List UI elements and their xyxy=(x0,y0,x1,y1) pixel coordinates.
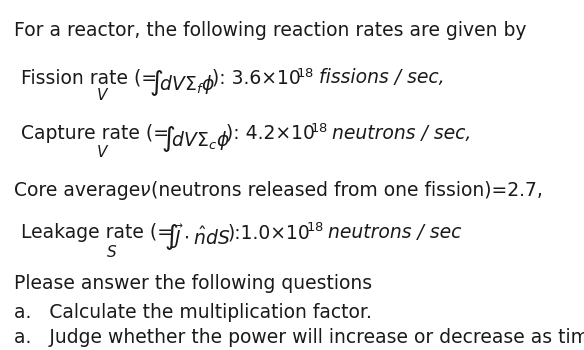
Text: fissions / sec,: fissions / sec, xyxy=(319,68,444,88)
Text: Leakage rate (=: Leakage rate (= xyxy=(20,223,173,242)
Text: $^{18}$: $^{18}$ xyxy=(296,68,314,88)
Text: neutrons / sec: neutrons / sec xyxy=(328,223,461,242)
Text: a.   Calculate the multiplication factor.: a. Calculate the multiplication factor. xyxy=(14,303,372,322)
Text: (neutrons released from one fission)=2.7,: (neutrons released from one fission)=2.7… xyxy=(151,181,543,199)
Text: $\int\!dV\Sigma_f\phi$: $\int\!dV\Sigma_f\phi$ xyxy=(150,68,216,98)
Text: $V$: $V$ xyxy=(96,144,109,160)
Text: Fission rate (=: Fission rate (= xyxy=(20,68,157,88)
Text: $S$: $S$ xyxy=(106,244,117,260)
Text: $^{18}$: $^{18}$ xyxy=(305,223,324,242)
Text: ): 4.2×10: ): 4.2×10 xyxy=(226,124,315,143)
Text: Please answer the following questions: Please answer the following questions xyxy=(14,274,373,293)
Text: neutrons / sec,: neutrons / sec, xyxy=(332,124,472,143)
Text: $\nu$: $\nu$ xyxy=(139,181,151,199)
Text: $\int\!\vec{J}\cdot\hat{n}dS$: $\int\!\vec{J}\cdot\hat{n}dS$ xyxy=(164,223,231,253)
Text: a.   Judge whether the power will increase or decrease as time.: a. Judge whether the power will increase… xyxy=(14,328,584,347)
Text: Core average: Core average xyxy=(14,181,147,199)
Text: For a reactor, the following reaction rates are given by: For a reactor, the following reaction ra… xyxy=(14,21,527,41)
Text: ):1.0×10: ):1.0×10 xyxy=(227,223,310,242)
Text: Capture rate (=: Capture rate (= xyxy=(20,124,169,143)
Text: $V$: $V$ xyxy=(96,87,109,103)
Text: $^{18}$: $^{18}$ xyxy=(310,124,328,143)
Text: $\int\!dV\Sigma_c\phi$: $\int\!dV\Sigma_c\phi$ xyxy=(161,124,230,154)
Text: ): 3.6×10: ): 3.6×10 xyxy=(212,68,301,88)
